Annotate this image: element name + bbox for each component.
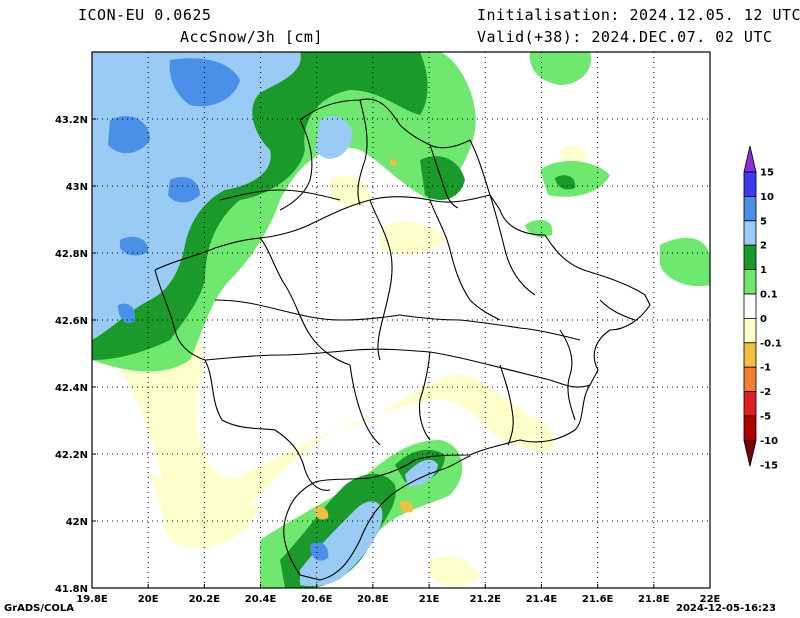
lat-tick-label: 42.2N <box>55 450 88 461</box>
colorbar-label: -0.1 <box>760 338 782 349</box>
graticule <box>92 52 710 588</box>
initialisation-time: Initialisation: 2024.12.05. 12 UTC <box>477 6 800 24</box>
lon-tick-label: 21.4E <box>526 594 558 605</box>
colorbar-label: 2 <box>760 241 767 252</box>
colorbar-label: 15 <box>760 168 774 179</box>
lat-tick-label: 43N <box>66 182 88 193</box>
colorbar-label: -5 <box>760 412 771 423</box>
lat-tick-label: 41.8N <box>55 584 88 595</box>
colorbar-top-arrow <box>743 145 757 173</box>
colorbar: 15 10 5 2 1 0.1 0 -0.1 -1 -2 -5 -10 -15 <box>743 145 782 471</box>
colorbar-box <box>743 171 757 197</box>
lat-tick-label: 43.2N <box>55 115 88 126</box>
lat-tick-label: 42N <box>66 517 88 528</box>
lon-tick-label: 21E <box>419 594 440 605</box>
lon-tick-label: 20.6E <box>301 594 333 605</box>
colorbar-box <box>743 244 757 270</box>
colorbar-box <box>743 269 757 295</box>
negative-light-layer <box>92 145 586 587</box>
colorbar-label: 0 <box>760 314 767 325</box>
colorbar-box <box>743 415 757 441</box>
lat-tick-label: 42.4N <box>55 383 88 394</box>
lon-tick-label: 22E <box>700 594 721 605</box>
orange-layer <box>314 158 414 520</box>
colorbar-label: -10 <box>760 436 778 447</box>
colorbar-label: -2 <box>760 387 771 398</box>
colorbar-label: 1 <box>760 265 767 276</box>
lon-tick-label: 19.8E <box>76 594 108 605</box>
lon-tick-label: 21.6E <box>582 594 614 605</box>
colorbar-box <box>743 366 757 393</box>
colorbar-label: 0.1 <box>760 290 778 301</box>
render-timestamp: 2024-12-05-16:23 <box>676 603 776 614</box>
lat-tick-label: 42.8N <box>55 249 88 260</box>
colorbar-box <box>743 220 757 246</box>
borders <box>154 98 651 581</box>
lon-tick-label: 20E <box>138 594 159 605</box>
mid-blue-layer <box>108 58 329 561</box>
lat-tick-label: 42.6N <box>55 316 88 327</box>
valid-time: Valid(+38): 2024.DEC.07. 02 UTC <box>477 28 773 46</box>
colorbar-label: -15 <box>760 460 778 471</box>
colorbar-label: 5 <box>760 216 767 227</box>
software-credit: GrADS/COLA <box>4 603 74 614</box>
latitude-labels: 43.2N 43N 42.8N 42.6N 42.4N 42.2N 42N 41.8N <box>55 115 96 595</box>
lon-tick-label: 21.8E <box>638 594 670 605</box>
colorbar-label: 10 <box>760 192 774 203</box>
colorbar-box <box>743 293 757 319</box>
colorbar-box <box>743 195 757 222</box>
longitude-labels: 19.8E 20E 20.2E 20.4E 20.6E 20.8E 21E 21.2E 21.4… <box>76 584 721 605</box>
model-title: ICON-EU 0.0625 <box>78 6 212 24</box>
field-title: AccSnow/3h [cm] <box>180 28 323 46</box>
lon-tick-label: 21.2E <box>470 594 502 605</box>
precip-field <box>92 52 710 588</box>
lon-tick-label: 20.4E <box>245 594 277 605</box>
colorbar-label: -1 <box>760 363 771 374</box>
colorbar-box <box>743 391 757 417</box>
colorbar-box <box>743 342 757 368</box>
colorbar-bottom-arrow <box>743 439 757 467</box>
lon-tick-label: 20.2E <box>189 594 221 605</box>
colorbar-box <box>743 317 757 344</box>
lon-tick-label: 20.8E <box>357 594 389 605</box>
